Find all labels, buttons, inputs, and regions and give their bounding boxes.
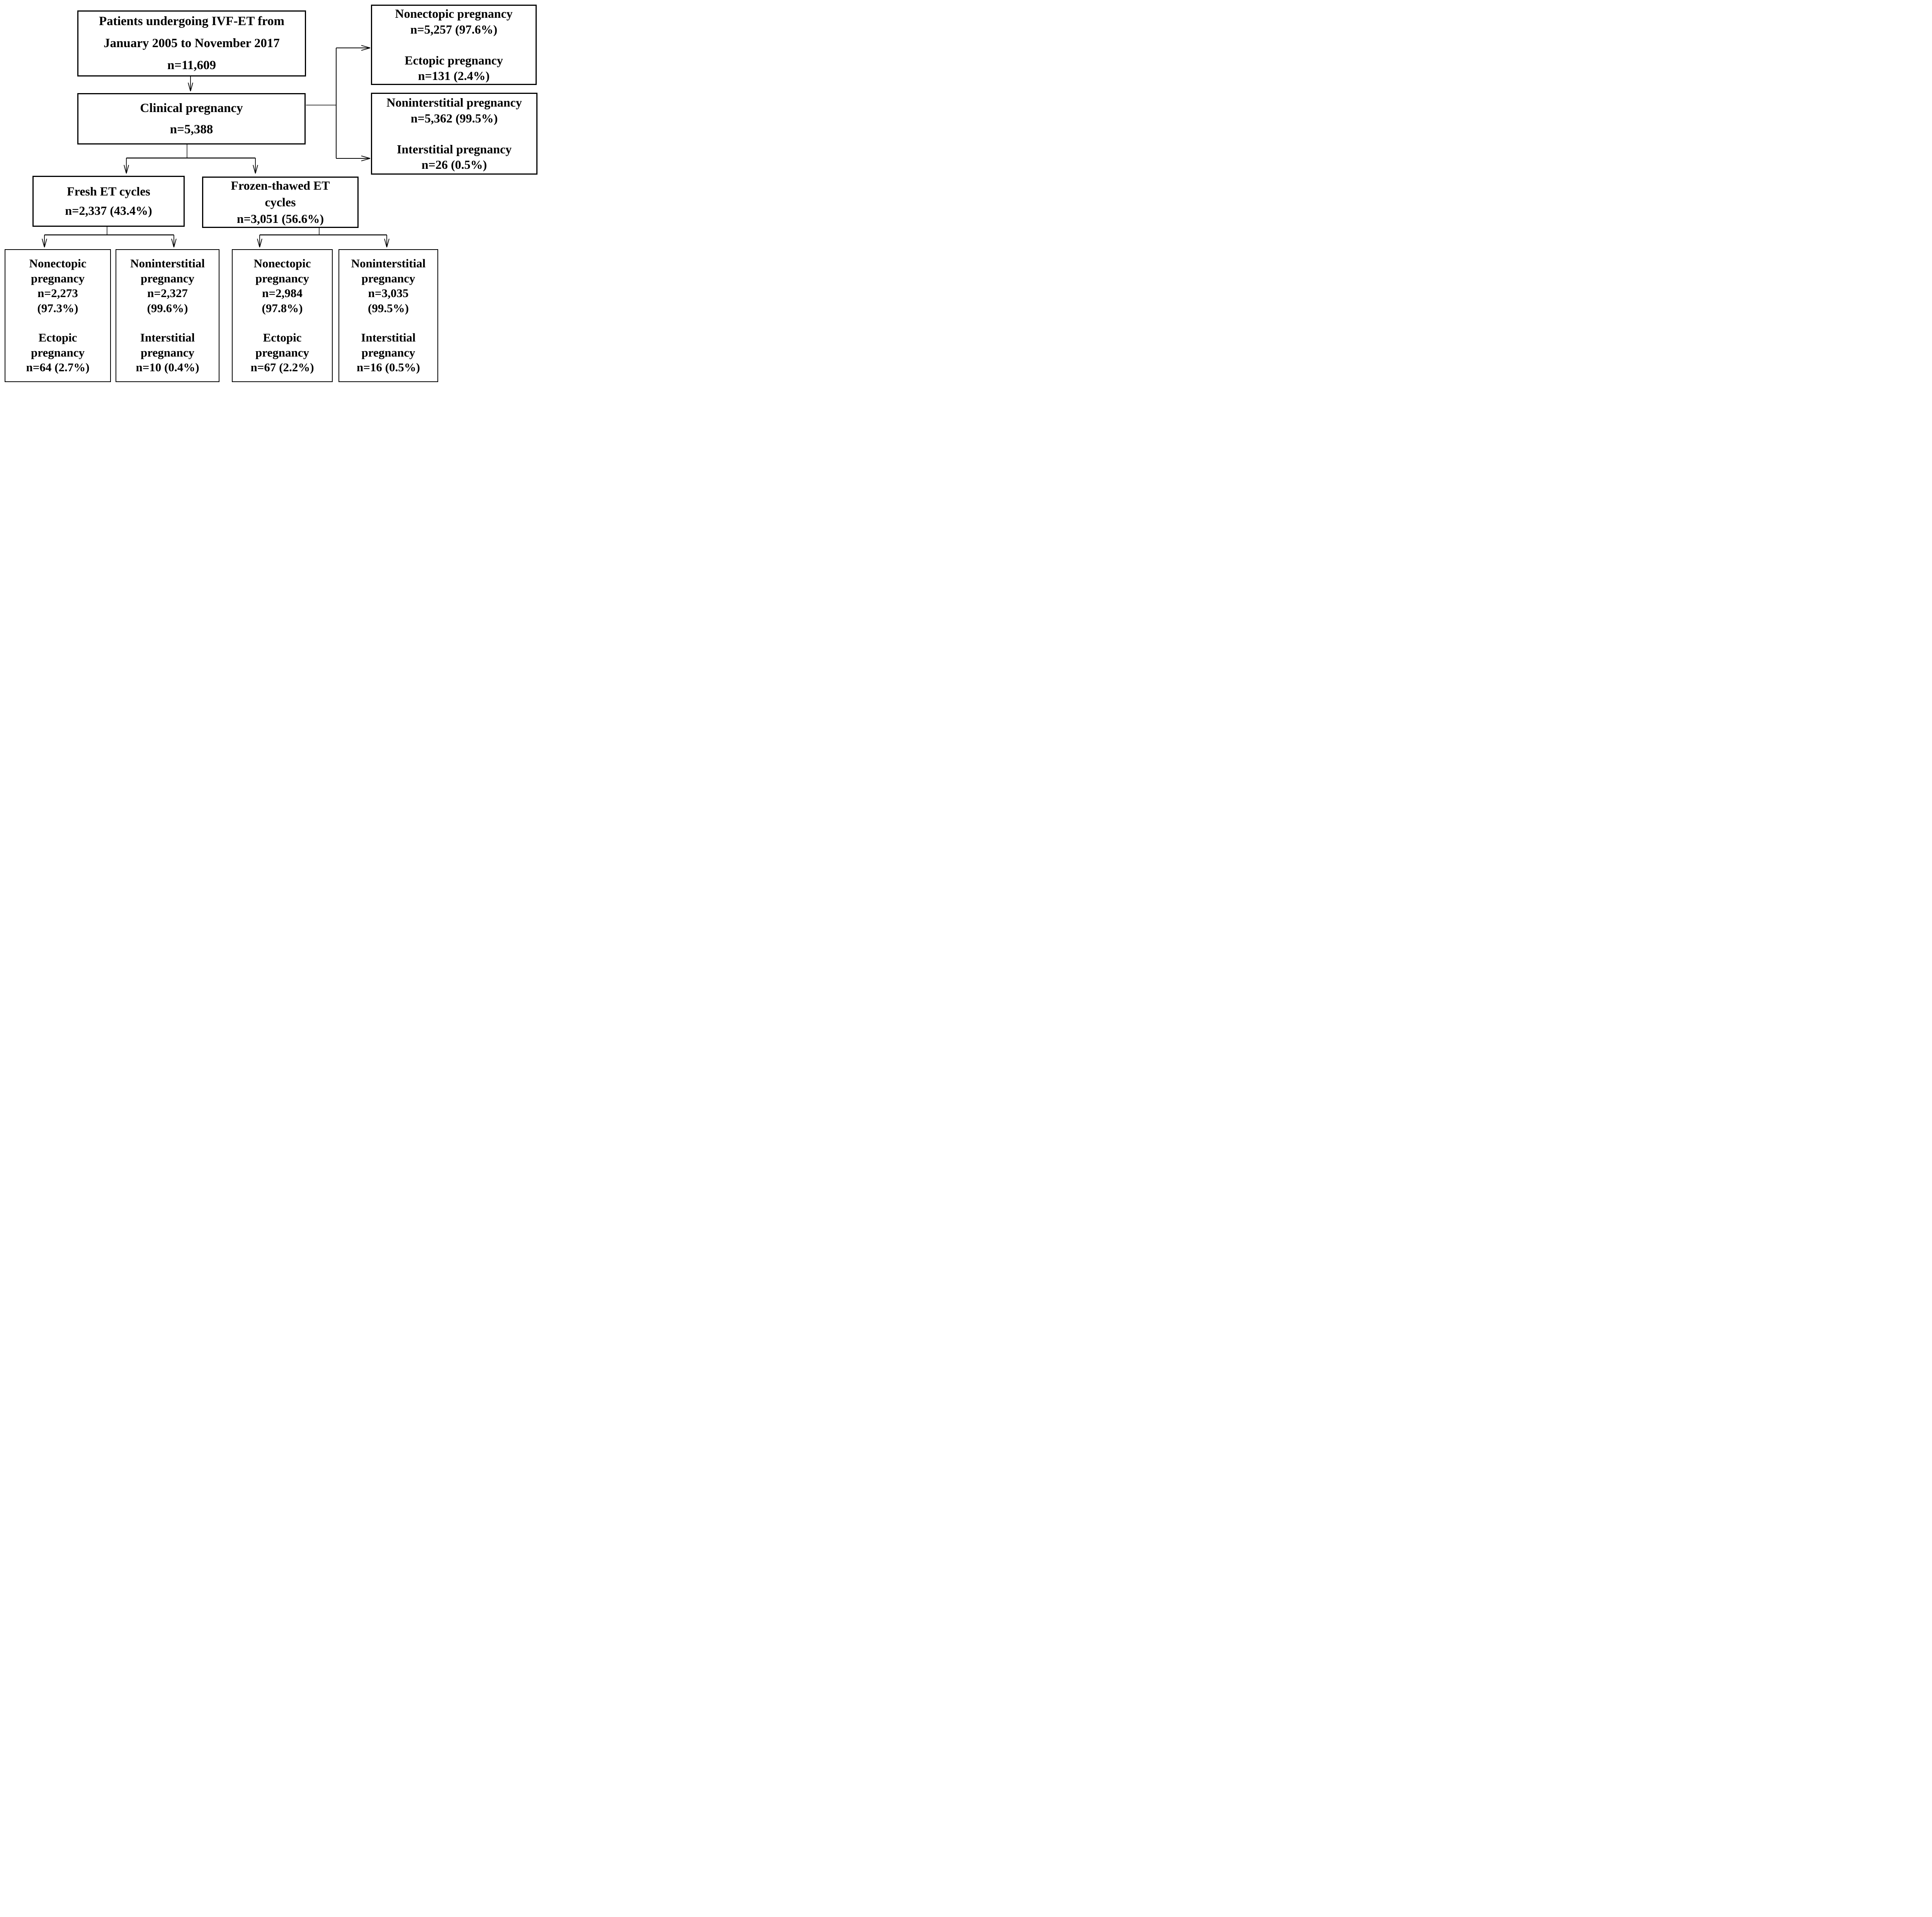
box-patients-total: Patients undergoing IVF-ET from January … bbox=[77, 10, 306, 76]
box-fresh-noninterstitial-interstitial: Noninterstitial pregnancy n=2,327 (99.6%… bbox=[116, 249, 219, 382]
box-frozen-noninterstitial-interstitial-text: Noninterstitial pregnancy n=3,035 (99.5%… bbox=[351, 257, 426, 374]
box-fresh-et-cycles-text: Fresh ET cycles n=2,337 (43.4%) bbox=[65, 184, 152, 218]
connector-frozen-to-outcomes bbox=[257, 228, 389, 248]
connector-clinical-to-et-cycles bbox=[124, 144, 258, 174]
box-clinical-pregnancy-text: Clinical pregnancy n=5,388 bbox=[140, 101, 243, 136]
box-frozen-nonectopic-ectopic-text: Nonectopic pregnancy n=2,984 (97.8%) Ect… bbox=[250, 257, 314, 374]
box-frozen-thawed-et-cycles-text: Frozen-thawed ET cycles n=3,051 (56.6%) bbox=[231, 178, 330, 226]
box-overall-noninterstitial-interstitial: Noninterstitial pregnancy n=5,362 (99.5%… bbox=[371, 93, 537, 175]
box-fresh-noninterstitial-interstitial-text: Noninterstitial pregnancy n=2,327 (99.6%… bbox=[130, 257, 205, 374]
box-fresh-nonectopic-ectopic-text: Nonectopic pregnancy n=2,273 (97.3%) Ect… bbox=[26, 257, 90, 374]
box-overall-noninterstitial-interstitial-text: Noninterstitial pregnancy n=5,362 (99.5%… bbox=[386, 95, 522, 172]
box-fresh-nonectopic-ectopic: Nonectopic pregnancy n=2,273 (97.3%) Ect… bbox=[5, 249, 111, 382]
box-patients-total-text: Patients undergoing IVF-ET from January … bbox=[99, 14, 285, 72]
box-overall-nonectopic-ectopic: Nonectopic pregnancy n=5,257 (97.6%) Ect… bbox=[371, 5, 537, 85]
box-frozen-noninterstitial-interstitial: Noninterstitial pregnancy n=3,035 (99.5%… bbox=[338, 249, 438, 382]
box-frozen-thawed-et-cycles: Frozen-thawed ET cycles n=3,051 (56.6%) bbox=[202, 177, 359, 228]
flowchart-figure: Patients undergoing IVF-ET from January … bbox=[0, 0, 538, 383]
flow-connectors bbox=[42, 45, 389, 248]
arrow-patients-to-clinical bbox=[188, 76, 193, 92]
connector-clinical-to-right-boxes bbox=[306, 45, 371, 161]
box-clinical-pregnancy: Clinical pregnancy n=5,388 bbox=[77, 93, 306, 144]
box-overall-nonectopic-ectopic-text: Nonectopic pregnancy n=5,257 (97.6%) Ect… bbox=[395, 7, 513, 83]
connector-fresh-to-outcomes bbox=[42, 227, 177, 248]
box-frozen-nonectopic-ectopic: Nonectopic pregnancy n=2,984 (97.8%) Ect… bbox=[232, 249, 333, 382]
box-fresh-et-cycles: Fresh ET cycles n=2,337 (43.4%) bbox=[32, 176, 185, 227]
